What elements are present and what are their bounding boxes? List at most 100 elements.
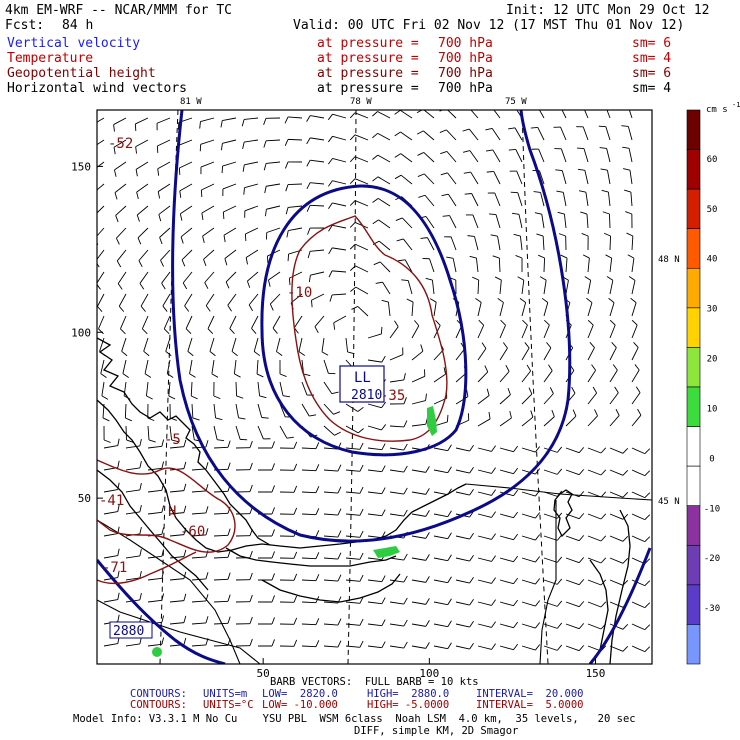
wind-barb [345,491,360,494]
wind-barb [332,202,347,207]
wind-barb [631,369,640,383]
wind-barb [245,227,259,235]
wind-barb [609,369,618,383]
lon-label: 78 W [350,97,372,107]
wind-barb [103,533,118,537]
wind-barb-flag [227,305,232,312]
wind-barb-flag [100,373,107,378]
barb-legend: BARB VECTORS: FULL BARB = 10 kts [270,676,479,688]
wind-barb [609,535,624,542]
wind-barb-flag [251,328,257,334]
wind-barb [213,446,229,449]
wind-barb-flag [507,387,511,395]
wind-barb [138,249,149,261]
wind-barb-flag [505,364,510,372]
wind-barb [332,224,347,229]
contour2-high: HIGH= -5.0000 [367,699,450,711]
wind-barb-flag [227,462,231,470]
wind-barb-flag [447,510,452,517]
wind-barb [187,337,193,352]
wind-barb-flag [509,411,512,419]
wind-barb [424,194,435,207]
wind-barb [345,557,360,560]
wind-barb-flag [635,386,641,393]
wind-barb [293,315,303,328]
wind-barb-flag [556,468,563,475]
wind-barb-flag [351,306,358,310]
wind-barb [233,359,237,374]
wind-barb [499,371,510,383]
wind-barb [332,247,347,251]
wind-barb [301,403,310,417]
wind-barb [222,183,237,190]
wind-barb [122,359,127,374]
wind-barb-flag [441,193,449,197]
wind-barb-flag [271,573,275,581]
wind-barb [477,279,480,295]
wind-barb [565,415,577,427]
colorbar-swatch [686,347,701,388]
wind-barb-flag [306,160,311,167]
wind-barb [223,227,237,236]
wind-barb [433,349,444,361]
wind-barb-flag [209,351,216,357]
wind-barb [521,370,531,383]
wind-barb [447,110,457,119]
wind-barb-flag [138,260,143,268]
field-at-2: at pressure = [317,51,419,66]
wind-barb-flag [225,281,230,289]
wind-barb [477,302,482,317]
wind-barb [609,491,624,498]
colorbar-units: cm s [706,105,728,115]
wind-barb [201,205,215,214]
wind-barb-flag [328,180,333,187]
wind-barb-flag [594,409,598,416]
wind-barb-flag [475,298,482,303]
wind-barb [606,148,611,163]
wind-barb-flag [600,447,607,454]
wind-barb [266,205,281,210]
wind-barb [521,280,525,295]
wind-barb-flag [425,576,430,583]
wind-barb-flag [381,619,386,626]
wind-barb-flag [328,270,333,278]
wind-barb [103,445,118,449]
wind-barb [455,557,470,562]
wind-barb-flag [622,557,629,564]
wind-barb-flag [526,364,532,372]
wind-barb [169,556,184,559]
wind-barb-flag [231,351,238,357]
wind-barb-flag [381,509,386,516]
wind-barb-flag [337,486,342,494]
wind-barb [587,623,602,630]
wind-barb [400,153,413,163]
plot-frame [96,109,653,665]
wind-barb [389,491,404,495]
wind-barb-flag [600,513,607,520]
wind-barb-flag [359,552,364,560]
wind-barb-flag [578,623,585,629]
wind-barb-flag [238,417,246,420]
wind-barb-flag [447,576,452,583]
wind-barb [231,337,237,352]
wind-barb [323,381,333,394]
wind-barb [191,556,206,559]
wind-barb-flag [491,489,496,496]
wind-barb [354,178,369,185]
colorbar-swatch [686,228,701,269]
wind-barb-flag [271,529,275,537]
wind-barb [607,170,611,185]
wind-barb [178,139,193,146]
wind-barb-flag [530,410,534,418]
wind-barb [168,381,171,396]
wind-barb [191,512,206,515]
wind-barb [103,643,118,647]
wind-barb-flag [578,579,585,585]
wind-barb [560,126,567,141]
wind-barb [114,161,127,171]
colorbar-swatch [686,426,701,467]
wind-barb-flag [306,182,311,190]
wind-barb-flag [349,134,356,141]
wind-barb-flag [375,281,383,284]
wind-barb-flag [227,550,231,558]
